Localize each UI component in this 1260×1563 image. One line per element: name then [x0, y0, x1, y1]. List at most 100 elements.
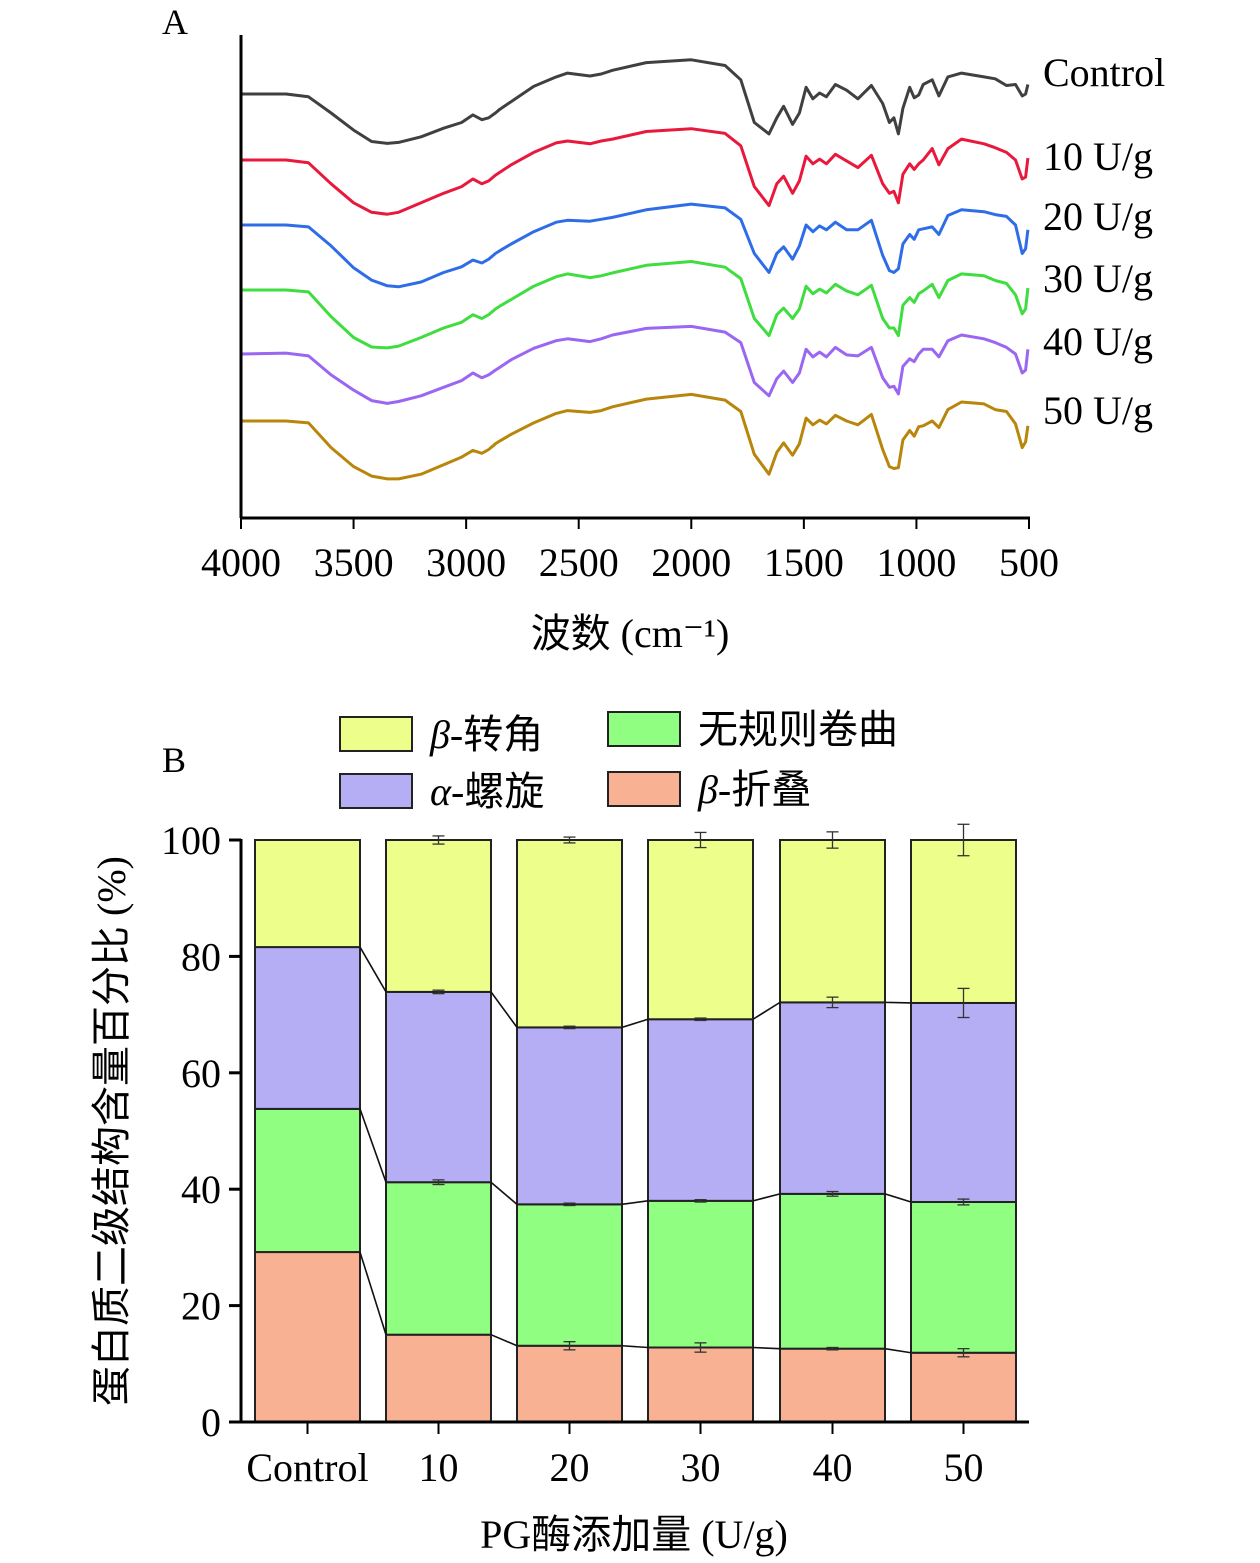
connector-line	[752, 1193, 781, 1202]
connector-line	[884, 1001, 912, 1004]
error-bar	[563, 1202, 576, 1207]
connector-line	[621, 1018, 649, 1029]
stacked-bars	[254, 839, 1017, 1424]
bar-segment-40-2	[779, 1001, 886, 1195]
error-bars	[432, 823, 970, 1358]
panel-a: A 4000 3500 3000 2500 2000 1500 1000 500 Contro…	[162, 2, 1165, 656]
connector-line	[752, 1001, 781, 1020]
bar-segment-10-2	[385, 990, 492, 1184]
bar-segment-control-1	[254, 1107, 361, 1254]
bar-segment-30-2	[647, 1018, 754, 1202]
legend-item-3: β-转角	[339, 712, 543, 757]
connector-line	[490, 1333, 518, 1347]
bar-segment-50-0	[910, 1351, 1017, 1423]
legend-swatch	[339, 716, 413, 752]
series-label-control: Control	[1043, 50, 1165, 95]
panel-b-x-axis-title: PG酶添加量 (U/g)	[480, 1512, 788, 1557]
legend-label: α-螺旋	[430, 769, 544, 814]
y-tick-label: 0	[201, 1400, 221, 1445]
spectra-lines	[240, 58, 1030, 481]
bar-segment-30-0	[647, 1346, 754, 1424]
bar-segment-control-2	[254, 946, 361, 1110]
panel-b-label: B	[162, 740, 186, 780]
x-tick-label: 2500	[539, 540, 619, 585]
bar-segment-10-3	[385, 839, 492, 993]
x-tick-label: 30	[681, 1445, 721, 1490]
error-bar	[826, 1346, 839, 1351]
error-bar	[694, 1017, 707, 1022]
x-tick-label: 20	[550, 1445, 590, 1490]
y-tick-label: 20	[181, 1284, 221, 1329]
error-bar	[957, 1348, 970, 1358]
panel-a-series-labels: Control 10 U/g 20 U/g 30 U/g 40 U/g 50 U/g	[1043, 50, 1165, 433]
series-label-30-u-g: 30 U/g	[1043, 256, 1153, 301]
x-tick-label: 1000	[876, 540, 956, 585]
y-tick-label: 60	[181, 1051, 221, 1096]
bar-segment-20-1	[516, 1203, 623, 1347]
panel-a-label: A	[162, 2, 188, 42]
x-tick-label: 4000	[201, 540, 281, 585]
legend-label: β-转角	[429, 712, 543, 757]
bar-segment-control-0	[254, 1251, 361, 1424]
error-bar	[957, 823, 970, 857]
legend-swatch	[339, 773, 413, 809]
bar-segment-40-3	[779, 839, 886, 1004]
error-bar	[957, 987, 970, 1019]
bar-segment-40-1	[779, 1192, 886, 1350]
panel-a-x-ticks: 4000 3500 3000 2500 2000 1500 1000 500	[201, 518, 1059, 585]
legend-swatch	[607, 771, 681, 807]
bar-segment-30-3	[647, 839, 754, 1021]
connector-line	[752, 1346, 781, 1350]
error-bar	[694, 831, 707, 849]
series-label-40-u-g: 40 U/g	[1043, 319, 1153, 364]
x-tick-label: 500	[999, 540, 1059, 585]
error-bar	[432, 989, 445, 995]
error-bar	[694, 1342, 707, 1353]
x-tick-label: Control	[246, 1445, 368, 1490]
x-tick-label: 1500	[764, 540, 844, 585]
connector-line	[884, 1347, 912, 1354]
spectrum-line-30-u-g	[241, 260, 1030, 350]
panel-b-axes	[229, 839, 1029, 1424]
x-tick-label: 10	[419, 1445, 459, 1490]
legend-item-2: α-螺旋	[339, 769, 544, 814]
bar-segment-50-2	[910, 1001, 1017, 1204]
y-tick-label: 40	[181, 1167, 221, 1212]
legend-swatch	[607, 711, 681, 747]
error-bar	[826, 831, 839, 849]
bar-segment-30-1	[647, 1199, 754, 1349]
spectrum-line-control	[241, 58, 1030, 145]
panel-b-x-ticks: Control 10 20 30 40 50	[246, 1422, 984, 1490]
bar-segment-20-2	[516, 1026, 623, 1206]
error-bar	[826, 1190, 839, 1197]
error-bar	[563, 1341, 576, 1351]
connector-line	[621, 1344, 649, 1349]
bar-segment-10-1	[385, 1181, 492, 1336]
connector-line	[490, 1181, 518, 1205]
x-tick-label: 2000	[651, 540, 731, 585]
legend-item-0: β-折叠	[607, 767, 811, 812]
x-tick-label: 40	[813, 1445, 853, 1490]
legend-label: β-折叠	[697, 767, 811, 812]
connector-line	[359, 1251, 387, 1335]
error-bar	[563, 836, 576, 844]
spectrum-line-40-u-g	[240, 324, 1030, 405]
series-label-10-u-g: 10 U/g	[1043, 134, 1153, 179]
connector-line	[359, 946, 387, 993]
bar-segment-10-0	[385, 1333, 492, 1423]
panel-b-y-axis-title: 蛋白质二级结构含量百分比 (%)	[89, 856, 134, 1406]
x-tick-label: 50	[944, 1445, 984, 1490]
connector-line	[884, 1193, 912, 1203]
error-bar	[432, 1179, 445, 1186]
y-tick-label: 100	[161, 818, 221, 863]
error-bar	[432, 835, 445, 845]
panel-b-y-ticks: 0 20 40 60 80 100	[161, 818, 241, 1445]
spectrum-line-20-u-g	[241, 202, 1030, 289]
x-tick-label: 3000	[426, 540, 506, 585]
panel-b-legend: β-转角 无规则卷曲 α-螺旋 β-折叠	[339, 707, 898, 814]
error-bar	[957, 1198, 970, 1206]
connector-line	[490, 991, 518, 1028]
bar-segment-50-1	[910, 1201, 1017, 1354]
series-label-20-u-g: 20 U/g	[1043, 194, 1153, 239]
